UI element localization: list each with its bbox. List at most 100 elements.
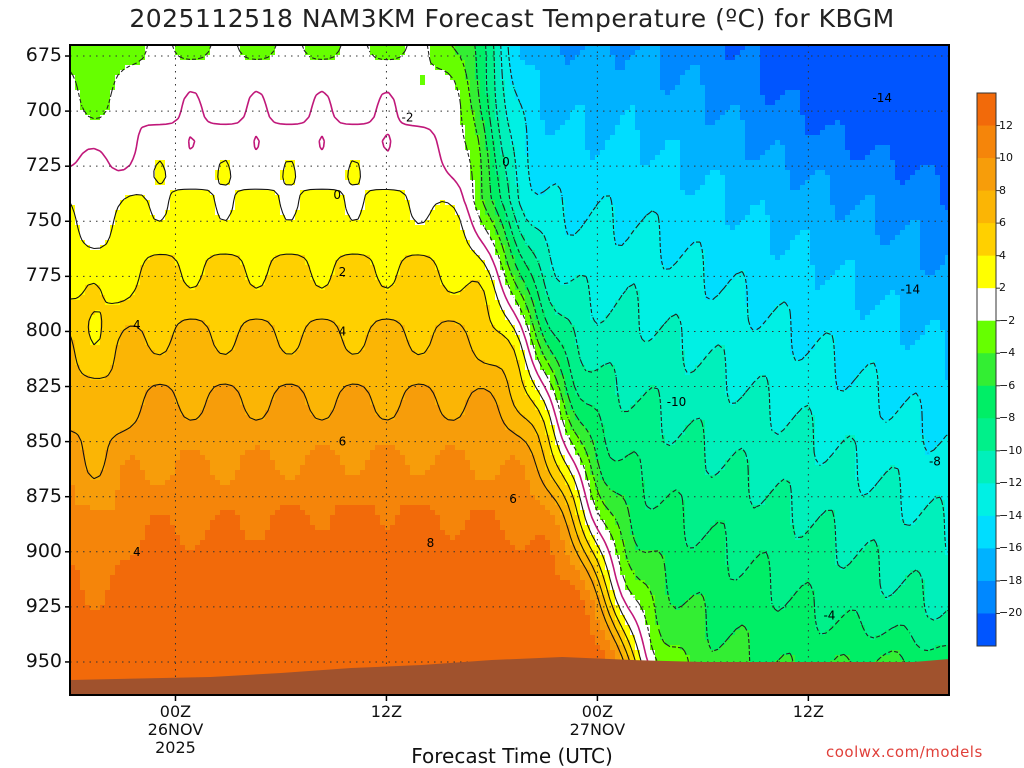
temp-cell: [295, 60, 301, 66]
temp-cell: [745, 80, 751, 86]
temp-cell: [300, 95, 306, 101]
temp-cell: [795, 65, 801, 71]
temp-cell: [265, 165, 271, 171]
temp-cell: [320, 120, 326, 126]
temp-cell: [635, 170, 641, 176]
temp-cell: [380, 150, 386, 156]
temp-cell: [790, 100, 796, 106]
temp-cell: [415, 105, 421, 111]
temp-cell: [260, 100, 266, 106]
temp-cell: [800, 175, 806, 181]
temp-cell: [660, 110, 666, 116]
temp-cell: [790, 135, 796, 141]
temp-cell: [360, 145, 366, 151]
temp-cell: [325, 80, 331, 86]
temp-cell: [760, 50, 766, 56]
temp-cell: [910, 135, 916, 141]
temp-cell: [410, 95, 416, 101]
temp-cell: [940, 170, 946, 176]
temp-cell: [545, 165, 551, 171]
temp-cell: [265, 95, 271, 101]
temp-cell: [535, 90, 541, 96]
temp-cell: [420, 135, 426, 141]
temp-cell: [495, 165, 501, 171]
temp-cell: [425, 95, 431, 101]
temp-cell: [875, 55, 881, 61]
temp-cell: [715, 75, 721, 81]
temp-cell: [485, 130, 491, 136]
temp-cell: [370, 140, 376, 146]
temp-cell: [130, 95, 136, 101]
temp-cell: [805, 70, 811, 76]
temp-cell: [935, 55, 941, 61]
temp-cell: [930, 85, 936, 91]
temp-cell: [225, 80, 231, 86]
temp-cell: [170, 125, 176, 131]
temp-cell: [290, 155, 296, 161]
temp-cell: [455, 145, 461, 151]
temp-cell: [345, 60, 351, 66]
temp-cell: [570, 55, 576, 61]
temp-cell: [940, 175, 946, 181]
temp-cell: [620, 145, 626, 151]
temp-cell: [860, 95, 866, 101]
temp-cell: [575, 165, 581, 171]
temp-cell: [640, 110, 646, 116]
temp-cell: [705, 170, 711, 176]
temp-cell: [665, 115, 671, 121]
temp-cell: [750, 150, 756, 156]
temp-cell: [570, 60, 576, 66]
temp-cell: [545, 70, 551, 76]
temp-cell: [885, 120, 891, 126]
temp-cell: [350, 170, 356, 176]
temp-cell: [790, 80, 796, 86]
temp-cell: [370, 155, 376, 161]
temp-cell: [895, 180, 901, 186]
temp-cell: [255, 175, 261, 181]
temp-cell: [455, 160, 461, 166]
temp-cell: [715, 130, 721, 136]
temp-cell: [565, 65, 571, 71]
temp-cell: [185, 185, 191, 191]
temp-cell: [805, 85, 811, 91]
temp-cell: [785, 70, 791, 76]
temp-cell: [925, 175, 931, 181]
temp-cell: [685, 170, 691, 176]
temp-cell: [195, 135, 201, 141]
temp-cell: [670, 70, 676, 76]
temp-cell: [140, 130, 146, 136]
temp-cell: [520, 140, 526, 146]
temp-cell: [320, 155, 326, 161]
temp-cell: [545, 160, 551, 166]
temp-cell: [440, 170, 446, 176]
temp-cell: [580, 165, 586, 171]
temp-cell: [420, 120, 426, 126]
temp-cell: [185, 180, 191, 186]
temp-cell: [380, 70, 386, 76]
temp-cell: [330, 120, 336, 126]
temp-cell: [830, 170, 836, 176]
temp-cell: [930, 140, 936, 146]
temp-cell: [185, 115, 191, 121]
temp-cell: [365, 145, 371, 151]
temp-cell: [915, 145, 921, 151]
temp-cell: [815, 55, 821, 61]
temp-cell: [70, 165, 76, 171]
temp-cell: [550, 155, 556, 161]
temp-cell: [675, 80, 681, 86]
temp-cell: [475, 170, 481, 176]
temp-cell: [675, 150, 681, 156]
temp-cell: [310, 45, 316, 51]
temp-cell: [405, 85, 411, 91]
temp-cell: [520, 175, 526, 181]
temp-cell: [730, 85, 736, 91]
temp-cell: [795, 175, 801, 181]
temp-cell: [870, 120, 876, 126]
temp-cell: [670, 45, 676, 51]
temp-cell: [900, 145, 906, 151]
temp-cell: [300, 115, 306, 121]
temp-cell: [125, 45, 131, 51]
temp-cell: [705, 100, 711, 106]
temp-cell: [500, 135, 506, 141]
temp-cell: [765, 155, 771, 161]
